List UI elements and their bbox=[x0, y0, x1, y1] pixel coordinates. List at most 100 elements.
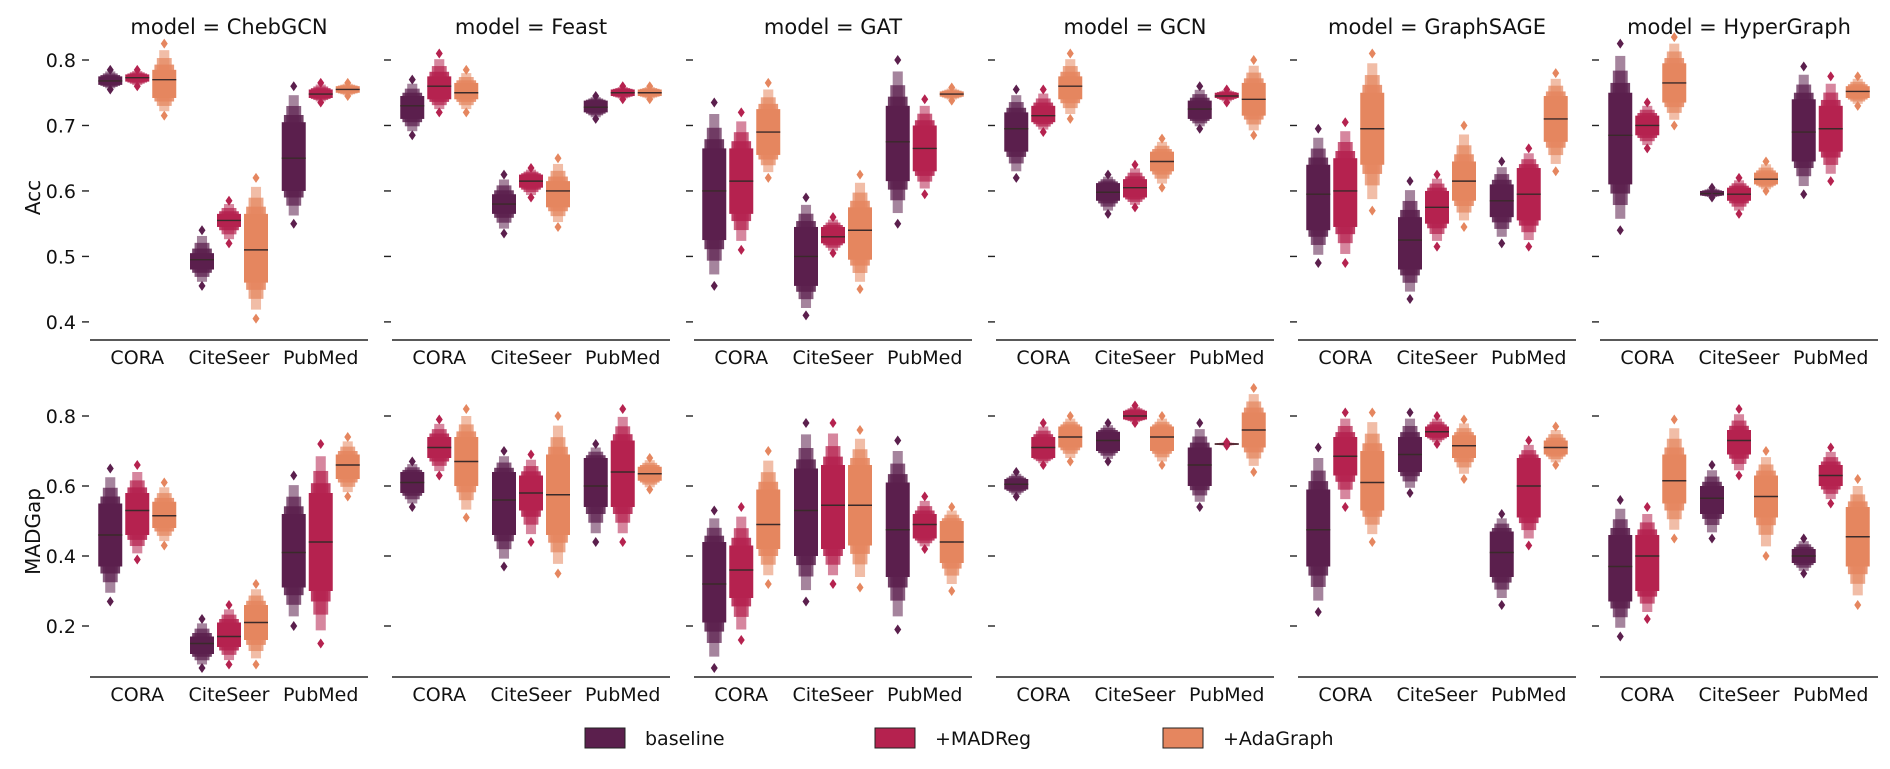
boxen-madreg-pubmed-min-outlier bbox=[1525, 540, 1533, 551]
y-tick-label: 0.5 bbox=[46, 246, 76, 268]
boxen-madreg-citeseer-max-outlier bbox=[829, 212, 837, 223]
boxen-baseline-pubmed-level-3 bbox=[885, 105, 910, 182]
boxen-adagraph-pubmed-min-outlier bbox=[1854, 100, 1862, 111]
boxen-baseline-citeseer-max-outlier bbox=[1406, 407, 1414, 418]
boxen-adagraph-cora-min-outlier bbox=[1066, 113, 1074, 124]
boxen-baseline-citeseer-min-outlier bbox=[1708, 192, 1716, 203]
boxen-madreg-pubmed-max-outlier bbox=[317, 439, 325, 449]
boxen-baseline-pubmed-level-3 bbox=[583, 458, 608, 507]
boxen-madreg-cora-level-3 bbox=[125, 493, 150, 535]
boxen-madreg-pubmed-max-outlier bbox=[921, 94, 929, 105]
boxen-baseline-pubmed-min-outlier bbox=[1498, 238, 1506, 249]
boxen-baseline-pubmed-min-outlier bbox=[1498, 600, 1506, 610]
boxen-baseline-pubmed-max-outlier bbox=[1800, 533, 1808, 544]
boxen-adagraph-citeseer-max-outlier bbox=[554, 153, 562, 164]
boxen-baseline-citeseer-min-outlier bbox=[1104, 456, 1112, 467]
boxen-adagraph-cora-max-outlier bbox=[1368, 407, 1376, 418]
boxen-madreg-cora-max-outlier bbox=[435, 414, 443, 425]
y-axis-label: MADGap bbox=[21, 488, 45, 575]
boxen-baseline-pubmed-min-outlier bbox=[592, 113, 600, 124]
boxen-baseline-cora-level-3 bbox=[1004, 112, 1029, 152]
boxen-madreg-citeseer-max-outlier bbox=[1735, 404, 1743, 414]
boxen-baseline-cora-min-outlier bbox=[1314, 607, 1322, 617]
boxen-adagraph-citeseer-min-outlier bbox=[1460, 221, 1468, 232]
boxen-madreg-pubmed-max-outlier bbox=[1223, 84, 1231, 95]
boxen-baseline-pubmed-min-outlier bbox=[290, 218, 298, 229]
boxen-adagraph-cora-min-outlier bbox=[1670, 533, 1678, 544]
boxen-madreg-pubmed-min-outlier bbox=[619, 94, 627, 105]
boxen-adagraph-pubmed-max-outlier bbox=[1552, 68, 1560, 79]
boxen-baseline-pubmed-level-3 bbox=[281, 514, 306, 588]
boxen-baseline-pubmed-level-3 bbox=[1489, 531, 1514, 577]
boxen-adagraph-cora-min-outlier bbox=[1368, 537, 1376, 547]
x-tick-label: CORA bbox=[1318, 347, 1372, 369]
boxen-adagraph-citeseer-max-outlier bbox=[1460, 120, 1468, 131]
panel-title: model = Feast bbox=[455, 15, 607, 39]
boxen-adagraph-pubmed-max-outlier bbox=[344, 432, 352, 442]
x-tick-label: PubMed bbox=[283, 684, 358, 706]
boxen-adagraph-cora-min-outlier bbox=[764, 172, 772, 183]
boxen-adagraph-pubmed-min-outlier bbox=[344, 491, 352, 502]
boxen-adagraph-cora-max-outlier bbox=[462, 64, 470, 75]
x-tick-label: CORA bbox=[1620, 684, 1674, 706]
x-tick-label: CiteSeer bbox=[1397, 347, 1478, 369]
x-tick-label: CiteSeer bbox=[1699, 347, 1780, 369]
boxen-madreg-cora-max-outlier bbox=[1039, 418, 1047, 428]
boxen-madreg-pubmed-max-outlier bbox=[1223, 437, 1231, 448]
boxen-adagraph-pubmed-min-outlier bbox=[1552, 460, 1560, 470]
boxen-madreg-cora-max-outlier bbox=[133, 460, 141, 470]
boxen-baseline-cora-min-outlier bbox=[710, 280, 718, 291]
boxen-adagraph-citeseer-max-outlier bbox=[1158, 411, 1166, 421]
boxen-madreg-pubmed-level-3 bbox=[912, 514, 937, 539]
boxen-baseline-citeseer-min-outlier bbox=[802, 310, 810, 321]
boxen-madreg-pubmed-max-outlier bbox=[1827, 71, 1835, 82]
y-tick-label: 0.6 bbox=[46, 181, 76, 203]
boxen-madreg-cora-max-outlier bbox=[737, 502, 745, 512]
boxen-baseline-cora-min-outlier bbox=[710, 663, 718, 673]
x-tick-label: CORA bbox=[1016, 684, 1070, 706]
boxen-adagraph-citeseer-level-3 bbox=[244, 213, 268, 283]
boxen-adagraph-cora-min-outlier bbox=[764, 579, 772, 589]
boxen-adagraph-cora-level-3 bbox=[1360, 451, 1385, 511]
boxen-madreg-citeseer-min-outlier bbox=[225, 659, 233, 670]
boxen-madreg-cora-max-outlier bbox=[133, 64, 141, 75]
boxen-baseline-citeseer-max-outlier bbox=[802, 418, 810, 428]
boxen-madreg-cora-max-outlier bbox=[737, 107, 745, 118]
boxen-baseline-citeseer-max-outlier bbox=[198, 614, 206, 624]
boxen-madreg-citeseer-min-outlier bbox=[1735, 470, 1743, 481]
x-tick-label: PubMed bbox=[585, 684, 660, 706]
boxen-madreg-cora-max-outlier bbox=[1039, 84, 1047, 95]
boxen-madreg-citeseer-max-outlier bbox=[527, 449, 535, 460]
boxen-adagraph-pubmed-max-outlier bbox=[344, 77, 352, 88]
boxen-madreg-citeseer-max-outlier bbox=[225, 600, 233, 610]
boxen-baseline-citeseer-level-3 bbox=[1398, 217, 1422, 270]
boxen-adagraph-pubmed-min-outlier bbox=[1552, 166, 1560, 177]
boxen-madreg-citeseer-max-outlier bbox=[527, 163, 535, 174]
legend-swatch-adagraph bbox=[1162, 727, 1204, 749]
boxen-baseline-citeseer-min-outlier bbox=[1104, 208, 1112, 219]
boxen-madreg-pubmed-max-outlier bbox=[317, 77, 325, 88]
boxen-baseline-pubmed-max-outlier bbox=[1498, 156, 1506, 167]
boxen-madreg-cora-min-outlier bbox=[737, 244, 745, 255]
boxen-baseline-cora-level-3 bbox=[702, 542, 727, 623]
boxen-baseline-pubmed-max-outlier bbox=[290, 81, 298, 92]
boxen-baseline-pubmed-max-outlier bbox=[894, 55, 902, 65]
boxen-adagraph-cora-max-outlier bbox=[1368, 48, 1376, 59]
boxen-adagraph-cora-max-outlier bbox=[160, 38, 168, 49]
boxen-madreg-pubmed-min-outlier bbox=[921, 544, 929, 554]
boxen-madreg-pubmed-max-outlier bbox=[1525, 143, 1533, 154]
x-tick-label: CORA bbox=[1620, 347, 1674, 369]
boxen-madreg-cora-level-3 bbox=[427, 76, 452, 100]
boxen-adagraph-citeseer-min-outlier bbox=[554, 221, 562, 232]
y-tick-label: 0.4 bbox=[46, 312, 76, 334]
y-tick-label: 0.7 bbox=[46, 115, 76, 137]
boxen-madreg-citeseer-max-outlier bbox=[829, 418, 837, 428]
boxen-baseline-pubmed-min-outlier bbox=[592, 537, 600, 547]
boxen-baseline-cora-level-3 bbox=[1306, 489, 1331, 567]
boxen-adagraph-citeseer-level-3 bbox=[546, 181, 570, 208]
boxen-baseline-cora-level-3 bbox=[400, 96, 425, 119]
boxen-madreg-citeseer-min-outlier bbox=[1433, 439, 1441, 449]
boxen-adagraph-pubmed-min-outlier bbox=[646, 484, 654, 495]
y-tick-label: 0.8 bbox=[46, 50, 76, 72]
boxen-adagraph-citeseer-max-outlier bbox=[1762, 156, 1770, 167]
